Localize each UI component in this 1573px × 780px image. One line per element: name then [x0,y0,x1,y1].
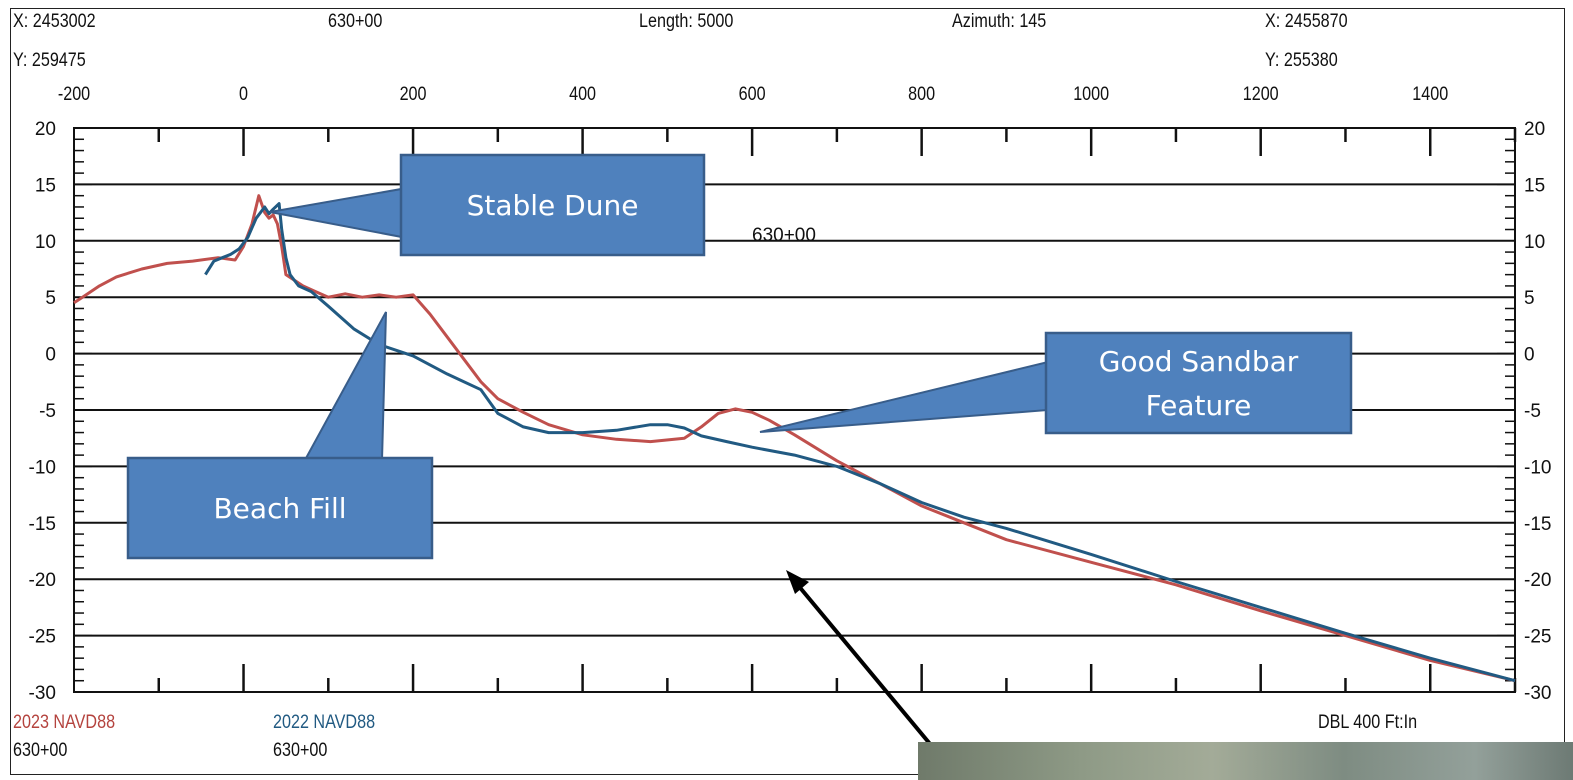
legend-2023-label: 2023 NAVD88 [13,712,116,733]
y-tick-label-right: 0 [1524,345,1535,366]
arrow-head [786,570,809,594]
x-tick-label: -200 [58,83,90,105]
x-tick-label: 1000 [1073,83,1109,105]
y-tick-label-right: -20 [1524,570,1551,591]
y-tick-label-right: 15 [1524,175,1545,196]
legend-2023-station: 630+00 [13,740,68,761]
y-tick-label-left: -15 [29,514,56,535]
scale-label: DBL 400 Ft:In [1318,712,1418,733]
station-label: 630+00 [328,11,383,32]
x-tick-label: 1200 [1243,83,1279,105]
y-tick-label-left: 20 [35,119,56,140]
aerial-photo-inset [918,742,1573,780]
y-tick-label-right: 20 [1524,119,1545,140]
y-tick-label-left: -10 [29,457,56,478]
legend-2022-label: 2022 NAVD88 [273,712,376,733]
x-tick-label: 0 [239,83,248,105]
callout-good-sandbar-text: Feature [1146,389,1252,422]
y-tick-label-left: -30 [29,683,56,704]
x-tick-label: 200 [400,83,427,105]
callout-beach-fill-text: Beach Fill [213,492,346,525]
y-tick-label-right: -30 [1524,683,1551,704]
callout-beach-fill-pointer [303,311,387,461]
end-y-label: Y: 255380 [1265,50,1338,71]
x-tick-label: 600 [739,83,766,105]
callout-stable-dune-pointer [269,186,408,240]
callout-stable-dune-box [399,153,706,257]
y-tick-label-right: -10 [1524,457,1551,478]
y-tick-label-left: 5 [45,288,56,309]
y-tick-label-left: -5 [39,401,56,422]
y-tick-label-right: -25 [1524,627,1551,648]
callout-good-sandbar-box [1044,331,1353,435]
inner-station-label: 630+00 [752,225,816,246]
azimuth-label: Azimuth: 145 [952,11,1047,32]
callout-stable-dune-text: Stable Dune [467,189,639,222]
x-tick-label: 1400 [1412,83,1448,105]
callout-good-sandbar-pointer [759,360,1049,433]
y-tick-label-left: 15 [35,175,56,196]
y-tick-label-right: -15 [1524,514,1551,535]
series-2023-line [73,194,1516,683]
y-tick-label-left: 0 [45,345,56,366]
y-tick-label-left: -25 [29,627,56,648]
y-tick-label-right: 5 [1524,288,1535,309]
y-tick-label-right: -5 [1524,401,1541,422]
x-tick-label: 400 [569,83,596,105]
y-tick-label-right: 10 [1524,232,1545,253]
start-x-label: X: 2453002 [13,11,96,32]
callout-good-sandbar-text: Good Sandbar [1099,345,1299,378]
callout-beach-fill-box [126,456,434,560]
x-tick-label: 800 [908,83,935,105]
start-y-label: Y: 259475 [13,50,86,71]
end-x-label: X: 2455870 [1265,11,1348,32]
y-tick-label-left: -20 [29,570,56,591]
legend-2022-station: 630+00 [273,740,328,761]
series-2022-line [204,202,1516,683]
y-tick-label-left: 10 [35,232,56,253]
length-label: Length: 5000 [639,11,734,32]
